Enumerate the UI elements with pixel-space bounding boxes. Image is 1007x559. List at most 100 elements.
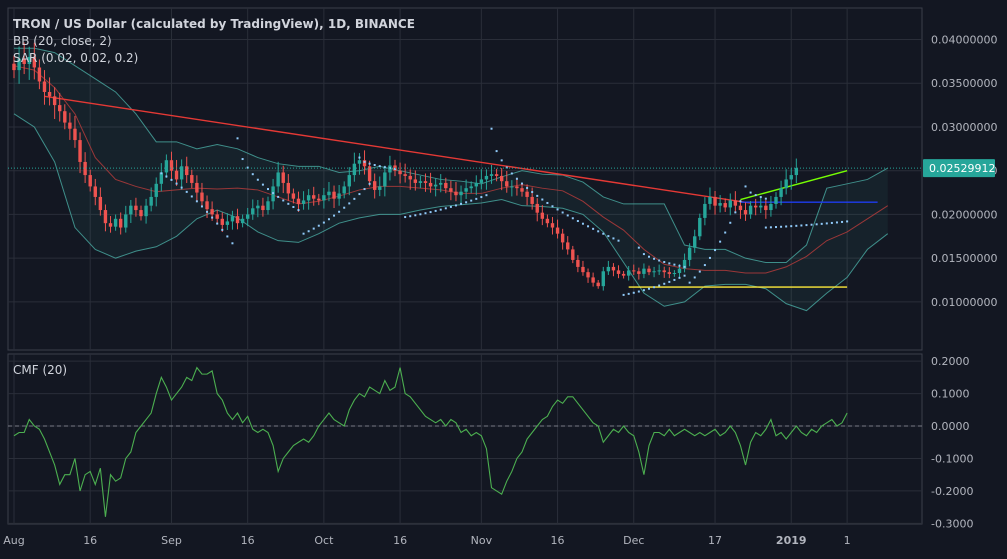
sar-dot: [409, 215, 412, 218]
axes: 0.040000000.035000000.030000000.02500000…: [3, 33, 997, 547]
price-tick-label: 0.02000000: [931, 208, 997, 221]
sar-dot: [195, 200, 198, 203]
candle-body: [616, 270, 621, 274]
sar-dot: [419, 213, 422, 216]
candle-body: [245, 214, 250, 219]
time-tick-label: 16: [241, 534, 255, 547]
candle-body: [103, 210, 108, 224]
candle-body: [784, 179, 788, 189]
candle-body: [764, 205, 768, 211]
candle-body: [698, 217, 702, 237]
sar-dot: [576, 220, 579, 223]
candle-body: [677, 268, 682, 274]
candle-body: [134, 205, 138, 211]
sar-dot: [353, 197, 356, 200]
cmf-tick-label: -0.3000: [931, 517, 973, 530]
cmf-pane-border: [7, 353, 923, 525]
candle-body: [52, 96, 57, 106]
sar-dot: [470, 199, 473, 202]
candle-body: [342, 186, 346, 194]
candle-body: [322, 195, 326, 201]
sar-dot: [683, 274, 686, 277]
candle-body: [47, 91, 52, 97]
candle-body: [291, 193, 296, 199]
trendlines[interactable]: [44, 95, 878, 288]
sar-dot: [825, 222, 828, 225]
sar-dot: [648, 255, 650, 258]
candle-body: [459, 191, 463, 196]
candle-body: [560, 233, 565, 243]
sar-dot: [454, 204, 457, 207]
candle-body: [581, 266, 585, 273]
candle-body: [606, 266, 611, 272]
sar-dot: [739, 200, 742, 203]
sar-dot: [536, 194, 539, 197]
time-tick-label: Nov: [471, 534, 493, 547]
sar-dot: [256, 178, 259, 181]
candle-body: [185, 166, 189, 176]
sar-dot: [327, 218, 330, 221]
sar-dot: [185, 190, 188, 193]
candle-body: [718, 203, 722, 206]
candle-body: [520, 188, 524, 192]
candle-body: [540, 212, 545, 219]
candle-body: [494, 174, 499, 176]
sar-dot: [800, 224, 803, 227]
sar-dot: [668, 262, 671, 265]
candle-body: [17, 58, 21, 71]
sar-dot: [267, 188, 269, 191]
candle-body: [372, 181, 377, 190]
candle-body: [662, 270, 666, 273]
candle-body: [530, 196, 534, 204]
sar-dot: [485, 194, 488, 197]
bb-legend[interactable]: BB (20, close, 2): [13, 34, 112, 48]
candle-body: [398, 170, 402, 175]
candle-body: [769, 203, 773, 211]
trendline-green[interactable]: [740, 170, 848, 201]
sar-dot: [673, 278, 676, 281]
sar-dot: [632, 291, 635, 294]
sar-dot: [703, 264, 706, 267]
candle-body: [93, 186, 97, 197]
sar-dot: [236, 137, 239, 140]
candle-body: [596, 282, 600, 287]
sar-dot: [302, 232, 305, 235]
sar-dot: [444, 207, 447, 210]
sar-dot: [526, 186, 529, 189]
candle-body: [433, 184, 438, 187]
sar-dot: [658, 259, 661, 262]
sar-dot: [658, 284, 661, 287]
candle-body: [301, 200, 306, 204]
sar-dot: [830, 221, 833, 224]
candle-body: [37, 67, 42, 82]
sar-dot: [449, 205, 452, 208]
sar-dot: [261, 183, 264, 186]
candle-body: [667, 272, 672, 274]
sar-dot: [795, 224, 798, 227]
candle-body: [708, 196, 712, 204]
sar-dot: [251, 173, 254, 176]
price-tick-label: 0.01000000: [931, 296, 997, 309]
candle-body: [124, 214, 128, 228]
candle-body: [642, 268, 646, 274]
cmf-legend[interactable]: CMF (20): [13, 363, 68, 377]
candle-body: [545, 218, 550, 224]
sar-dot: [460, 202, 463, 205]
sar-dot: [678, 264, 681, 267]
time-tick-label: 2019: [776, 534, 807, 547]
candle-body: [68, 122, 72, 129]
sar-legend[interactable]: SAR (0.02, 0.02, 0.2): [13, 51, 139, 65]
sar-dot: [775, 226, 777, 229]
sar-dot: [216, 222, 219, 225]
cmf-tick-label: 0.0000: [931, 420, 970, 433]
candle-body: [611, 266, 616, 271]
candle-body: [357, 160, 362, 164]
time-tick-label: Sep: [161, 534, 182, 547]
trendline-red[interactable]: [44, 95, 751, 204]
candle-body: [240, 218, 245, 224]
sar-dot: [368, 182, 371, 185]
candle-body: [118, 218, 123, 228]
candle-body: [469, 186, 473, 189]
chart-title: TRON / US Dollar (calculated by TradingV…: [13, 17, 415, 31]
